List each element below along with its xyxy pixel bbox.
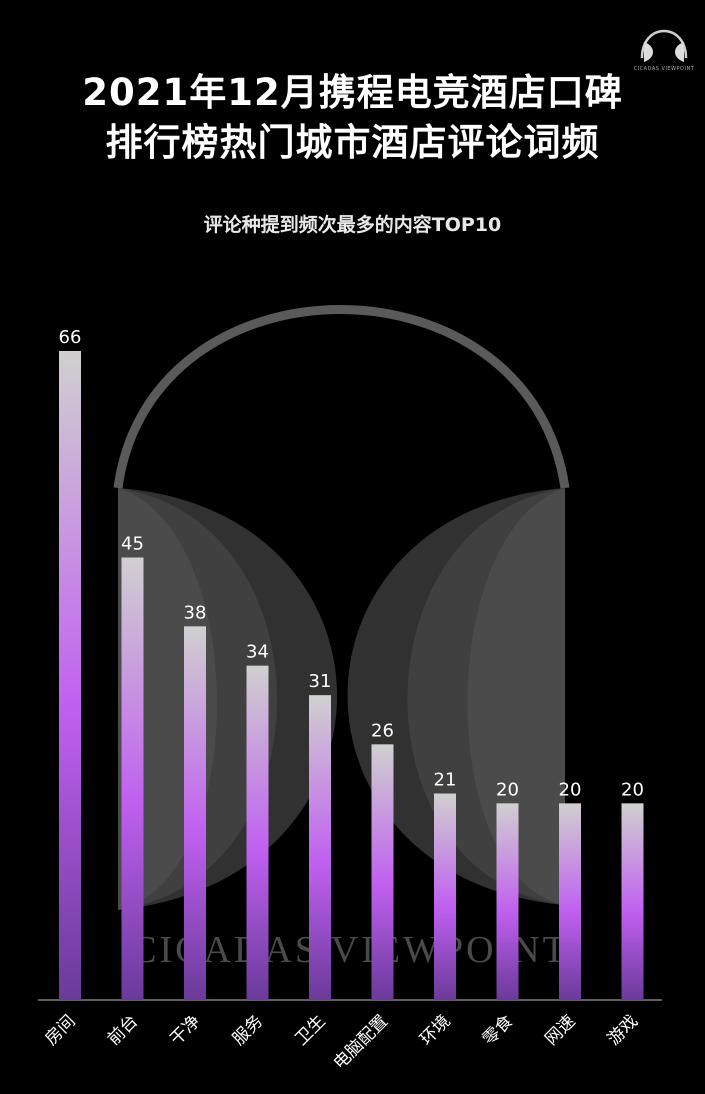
bar-4 [309,695,331,1000]
value-label-4: 31 [309,671,332,692]
category-label-5: 电脑配置 [330,1011,392,1073]
value-label-6: 21 [434,770,457,791]
chart-title-line-1: 2021年12月携程电竞酒店口碑 [82,71,623,114]
value-label-0: 66 [59,327,82,348]
logo-text: CICADAS VIEWPOINT [633,66,695,72]
value-label-7: 20 [496,779,519,800]
value-label-2: 38 [184,602,207,623]
bar-8 [559,803,581,1000]
bar-1 [121,557,144,1000]
cicadas-logo-icon [640,29,688,62]
category-label-0: 房间 [41,1011,79,1049]
chart-title-line-2: 排行榜热门城市酒店评论词频 [105,121,600,164]
bar-0 [59,351,81,1000]
category-label-7: 零食 [479,1011,517,1049]
category-label-6: 环境 [416,1011,454,1049]
value-label-3: 34 [246,642,269,663]
chart-subtitle: 评论种提到频次最多的内容TOP10 [203,214,502,236]
value-label-9: 20 [621,779,644,800]
value-label-5: 26 [371,720,394,741]
value-label-8: 20 [559,779,582,800]
bar-7 [496,803,519,1000]
bar-5 [371,744,394,1000]
category-label-1: 前台 [104,1011,142,1049]
bar-6 [434,793,456,1000]
category-label-8: 网速 [541,1011,579,1049]
category-label-3: 服务 [229,1011,267,1049]
bar-3 [246,665,269,1000]
category-label-2: 干净 [166,1011,204,1049]
bar-9 [621,803,644,1000]
bar-2 [184,626,206,1000]
category-label-9: 游戏 [604,1011,642,1049]
bars-group: 66 房间 45 前台 38 干净 34 服务 31 卫生 26 电脑配置 21 环境 20 零食 20 网速 20… [41,327,644,1074]
category-label-4: 卫生 [291,1011,329,1049]
value-label-1: 45 [121,534,144,555]
